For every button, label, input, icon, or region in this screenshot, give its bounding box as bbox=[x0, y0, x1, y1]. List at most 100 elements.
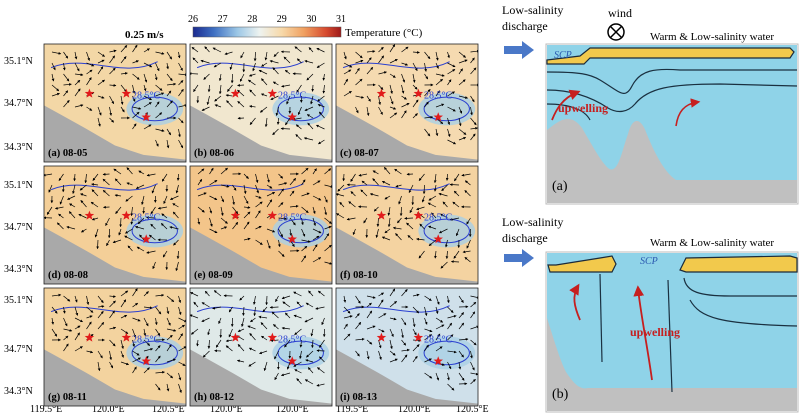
map-panel: 28.5°C (b) 08-06 bbox=[189, 43, 333, 163]
station-star-icon bbox=[84, 88, 95, 98]
map-panel: 28.5°C (h) 08-12 bbox=[189, 287, 333, 407]
panel-label: (b) 08-06 bbox=[194, 148, 234, 159]
velocity-vectors bbox=[336, 167, 472, 269]
map-frame bbox=[335, 287, 479, 407]
station-star-icon bbox=[287, 356, 297, 366]
lon-label: 120.5°E bbox=[456, 404, 489, 415]
lon-label: 120.0°E bbox=[210, 404, 243, 415]
station-star-icon bbox=[376, 88, 387, 98]
warm-water-label-a: Warm & Low-salinity water bbox=[650, 31, 774, 43]
station-star-icon bbox=[121, 88, 132, 98]
panel-label-b: (b) bbox=[552, 387, 569, 402]
schematic-panels: Low-salinity discharge wind Warm & Low-s… bbox=[502, 3, 799, 413]
station-star-icon bbox=[230, 210, 241, 220]
velocity-vectors bbox=[190, 290, 326, 387]
contour-label: 28.5°C bbox=[278, 334, 306, 345]
panel-label-a: (a) bbox=[552, 179, 568, 194]
isotherm-contour bbox=[131, 96, 178, 122]
colorbar-tick: 29 bbox=[277, 14, 287, 25]
schematic-a: Low-salinity discharge wind Warm & Low-s… bbox=[502, 3, 799, 205]
schematic-b: Low-salinity discharge Warm & Low-salini… bbox=[502, 215, 799, 413]
map-panel: 28.5°C (i) 08-13 bbox=[335, 287, 479, 407]
temperature-colorbar: 26 27 28 29 30 31 Temperature (°C) bbox=[188, 14, 423, 39]
station-star-icon bbox=[413, 210, 424, 220]
station-star-icon bbox=[267, 332, 278, 342]
panel-label: (c) 08-07 bbox=[340, 148, 379, 159]
isotherm-contour bbox=[423, 340, 470, 366]
land-mass bbox=[336, 105, 478, 162]
contour-label: 28.5°C bbox=[424, 334, 452, 345]
contour-label: 28.5°C bbox=[132, 90, 160, 101]
lat-label: 34.7°N bbox=[4, 344, 33, 355]
scp-label-b: SCP bbox=[640, 256, 658, 267]
land-mass bbox=[336, 349, 478, 406]
isotherm-contour bbox=[131, 340, 178, 366]
velocity-vectors bbox=[190, 46, 326, 145]
panel-label: (f) 08-10 bbox=[340, 270, 378, 281]
velocity-vectors bbox=[51, 288, 186, 394]
map-panel: 28.5°C (g) 08-11 bbox=[43, 287, 187, 407]
panel-label: (g) 08-11 bbox=[48, 392, 87, 403]
seabed-a bbox=[547, 118, 797, 203]
colorbar-title: Temperature (°C) bbox=[345, 27, 423, 39]
map-frame bbox=[43, 165, 187, 285]
station-star-icon bbox=[287, 234, 297, 244]
land-mass bbox=[44, 349, 186, 406]
station-star-icon bbox=[267, 210, 278, 220]
map-frame bbox=[335, 43, 479, 163]
station-star-icon bbox=[230, 88, 241, 98]
contour-label: 28.5°C bbox=[278, 90, 306, 101]
lat-label: 34.3°N bbox=[4, 142, 33, 153]
velocity-vectors bbox=[343, 44, 478, 145]
map-frame bbox=[43, 287, 187, 407]
station-star-icon bbox=[376, 332, 387, 342]
station-star-icon bbox=[141, 112, 151, 122]
lat-label: 34.7°N bbox=[4, 222, 33, 233]
warm-low-salinity-layer-a bbox=[546, 47, 795, 65]
map-frame bbox=[335, 165, 479, 285]
lat-label: 35.1°N bbox=[4, 180, 33, 191]
panel-label: (a) 08-05 bbox=[48, 148, 87, 159]
lon-label: 120.0°E bbox=[276, 404, 309, 415]
latitude-axis-labels: 35.1°N 34.7°N 34.3°N 35.1°N 34.7°N 34.3°… bbox=[4, 56, 33, 397]
colorbar-tick: 31 bbox=[336, 14, 346, 25]
land-mass bbox=[190, 227, 332, 284]
station-star-icon bbox=[84, 332, 95, 342]
map-panel: 28.5°C (a) 08-05 bbox=[43, 43, 187, 163]
map-frame bbox=[189, 165, 333, 285]
isotherm-contour bbox=[277, 340, 324, 366]
map-grid: 0.25 m/s 26 27 28 29 30 31 Temperature (… bbox=[4, 14, 489, 415]
wind-into-page-icon bbox=[607, 23, 625, 41]
station-star-icon bbox=[433, 112, 443, 122]
station-star-icon bbox=[141, 356, 151, 366]
velocity-vectors bbox=[51, 44, 186, 149]
map-panel: 28.5°C (e) 08-09 bbox=[189, 165, 333, 285]
velocity-vectors bbox=[44, 167, 180, 272]
warm-water-label-b: Warm & Low-salinity water bbox=[650, 237, 774, 249]
panel-label: (e) 08-09 bbox=[194, 270, 233, 281]
discharge-arrow-icon bbox=[504, 249, 534, 267]
isotherm-contour bbox=[423, 96, 470, 122]
map-panel: 28.5°C (d) 08-08 bbox=[43, 165, 187, 285]
scp-label-a: SCP bbox=[554, 50, 572, 61]
map-frame bbox=[189, 287, 333, 407]
wind-label: wind bbox=[608, 6, 632, 20]
land-mass bbox=[44, 105, 186, 162]
station-star-icon bbox=[433, 234, 443, 244]
colorbar-tick: 26 bbox=[188, 14, 198, 25]
upwelling-label-a: upwelling bbox=[558, 101, 608, 115]
lon-label: 120.0°E bbox=[92, 404, 125, 415]
discharge-arrow-icon bbox=[504, 41, 534, 59]
lat-label: 35.1°N bbox=[4, 56, 33, 67]
contour-label: 28.5°C bbox=[132, 334, 160, 345]
map-panel: 28.5°C (c) 08-07 bbox=[335, 43, 479, 163]
colorbar-tick: 28 bbox=[247, 14, 257, 25]
panel-label: (h) 08-12 bbox=[194, 392, 234, 403]
map-frame bbox=[43, 43, 187, 163]
panel-label: (d) 08-08 bbox=[48, 270, 88, 281]
colorbar-tick: 27 bbox=[218, 14, 228, 25]
lat-label: 34.3°N bbox=[4, 386, 33, 397]
velocity-scale: 0.25 m/s bbox=[122, 29, 164, 48]
contour-label: 28.5°C bbox=[278, 212, 306, 223]
longitude-axis-labels: 119.5°E 120.0°E 120.5°E 120.0°E 120.0°E … bbox=[30, 404, 489, 415]
